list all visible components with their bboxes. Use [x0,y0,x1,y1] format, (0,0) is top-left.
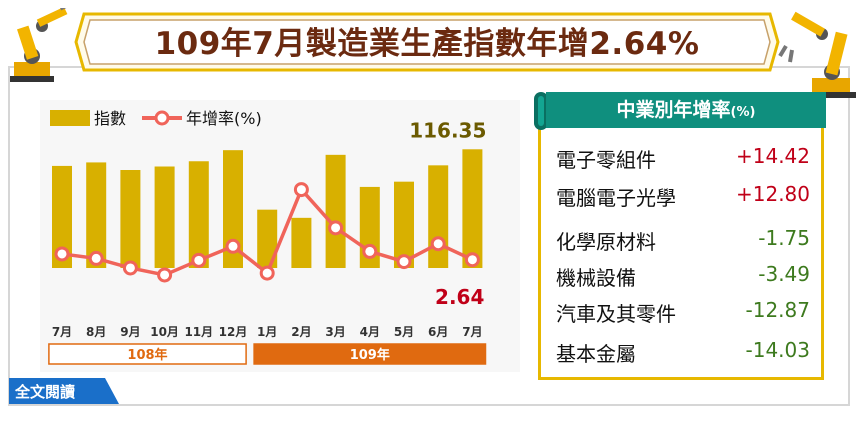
page-title: 109年7月製造業生產指數年增2.64% [154,26,700,62]
legend-bar-swatch [50,110,90,126]
chart-bar [428,165,449,268]
chart-bar [52,165,72,268]
industry-row: 基本金屬 -14.03 [556,338,816,374]
industry-row: 機械設備 -3.49 [556,262,816,298]
year-group-bar [253,343,487,365]
industry-value: -12.87 [745,298,810,322]
rate-point [225,238,241,254]
industry-value: -1.75 [758,226,810,250]
robot-arm-icon [778,11,856,98]
x-tick-label: 4月 [360,325,380,339]
x-tick-label: 12月 [219,325,248,339]
scroll-curl-icon [534,92,548,130]
x-tick-label: 8月 [86,325,106,339]
rate-point [362,243,378,259]
industry-title-text: 中業別年增率 [616,99,731,121]
chart-bar [291,217,312,268]
x-tick-label: 1月 [257,325,277,339]
x-tick-label: 9月 [120,325,140,339]
x-tick-label: 3月 [325,325,345,339]
x-tick-label: 2月 [291,325,311,339]
rate-point [191,252,207,268]
x-tick-label: 11月 [184,325,213,339]
rate-point [259,265,275,281]
chart-bar [394,181,414,268]
title-banner: 109年7月製造業生產指數年增2.64% [74,10,780,74]
full-text-button-bg[interactable] [9,378,119,404]
industry-panel-title: 中業別年增率(%) [546,92,826,128]
x-tick-label: 10月 [150,325,179,339]
rate-point [396,254,412,270]
rate-point [293,182,309,198]
x-tick-label: 6月 [428,325,448,339]
legend-rate-label: 年增率(%) [186,109,262,128]
industry-row: 電子零組件 +14.42 [556,144,816,180]
last-rate-label: 2.64 [435,285,484,309]
rate-point [157,267,173,283]
legend-line-marker [154,110,170,126]
industry-row: 化學原材料 -1.75 [556,226,816,262]
chart-bar [120,170,141,268]
industry-unit: (%) [730,105,756,120]
chart-bar [325,154,346,268]
year-group-bar [48,343,247,365]
chart-bar [257,209,278,268]
industry-value: +12.80 [735,182,810,206]
chart-bar [188,161,209,268]
rate-point [464,252,480,268]
banner-frame [74,12,780,72]
chart-bar [462,149,483,268]
full-text-button[interactable]: 全文閱讀 [9,378,119,404]
x-tick-label: 7月 [462,325,482,339]
robot-arm-icon [10,8,68,82]
rate-point [328,220,344,236]
industry-name: 電子零組件 [556,148,656,172]
chart-bar [154,166,175,268]
rate-point [430,236,446,252]
rate-point [122,260,138,276]
industry-name: 化學原材料 [556,230,656,254]
industry-name: 汽車及其零件 [556,302,676,326]
chart-bar [86,162,107,268]
x-tick-label: 7月 [52,325,72,339]
rate-point [88,250,104,266]
year-group-label: 109年 [350,347,390,363]
year-group-label: 108年 [127,347,167,363]
legend-index-label: 指數 [94,109,126,128]
full-text-label[interactable]: 全文閱讀 [15,383,76,401]
chart-bar [223,150,243,268]
industry-name: 基本金屬 [556,342,636,366]
rate-point [54,246,70,262]
industry-name: 電腦電子光學 [556,186,676,210]
industry-row: 汽車及其零件 -12.87 [556,298,816,334]
industry-name: 機械設備 [556,266,636,290]
last-bar-label: 116.35 [409,118,486,142]
industry-row: 電腦電子光學 +12.80 [556,182,816,218]
industry-value: -3.49 [758,262,810,286]
x-tick-label: 5月 [394,325,414,339]
industry-value: +14.42 [735,144,810,168]
industry-value: -14.03 [745,338,810,362]
